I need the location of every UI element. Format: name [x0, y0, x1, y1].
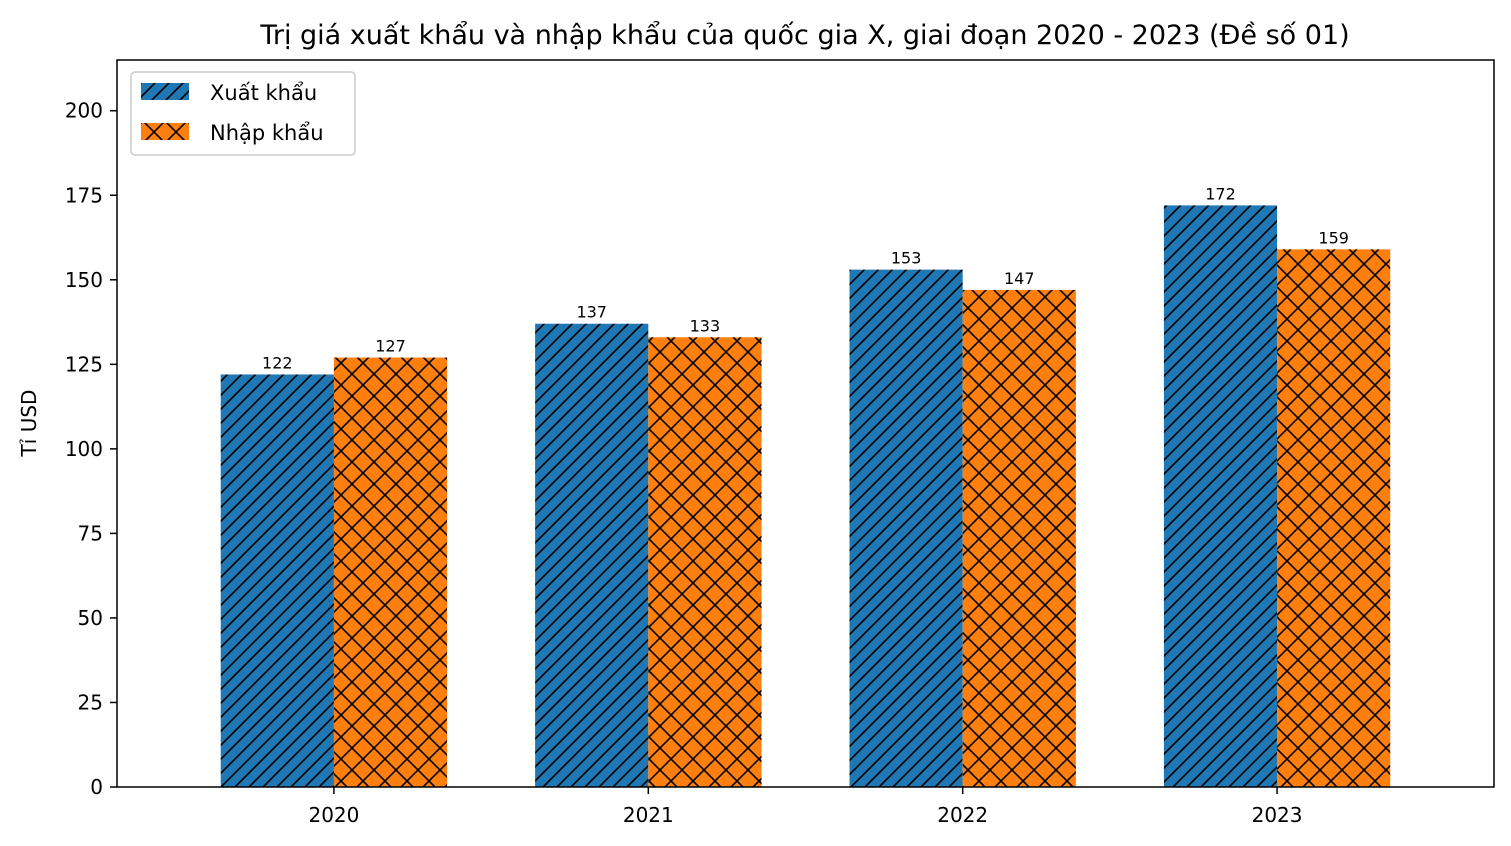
data-label-xuat-khau-2020: 122	[262, 353, 293, 372]
legend-label-xuat-khau: Xuất khẩu	[210, 81, 317, 105]
bar-xuat-khau-2023	[1163, 205, 1278, 787]
y-tick-label: 125	[65, 352, 103, 376]
y-tick-label: 175	[65, 183, 103, 207]
y-tick-label: 50	[78, 606, 103, 630]
y-axis-label: Tỉ USD	[17, 390, 41, 458]
y-tick-label: 25	[78, 690, 103, 714]
bars-layer	[220, 205, 1391, 788]
legend-label-nhap-khau: Nhập khẩu	[210, 121, 324, 145]
y-tick-label: 0	[90, 775, 103, 799]
data-label-xuat-khau-2021: 137	[576, 303, 607, 322]
bar-xuat-khau-2021	[535, 323, 649, 787]
chart-title: Trị giá xuất khẩu và nhập khẩu của quốc …	[259, 20, 1349, 51]
bar-nhap-khau-2020	[333, 357, 448, 787]
x-tick-label: 2021	[623, 803, 674, 827]
bar-nhap-khau-2023	[1277, 249, 1391, 787]
y-tick-label: 150	[65, 268, 103, 292]
data-label-nhap-khau-2020: 127	[375, 337, 406, 356]
legend-swatch-nhap-khau	[141, 123, 189, 140]
x-tick-label: 2022	[937, 803, 988, 827]
data-label-nhap-khau-2023: 159	[1318, 228, 1349, 247]
data-label-nhap-khau-2022: 147	[1004, 269, 1035, 288]
x-tick-label: 2023	[1252, 803, 1303, 827]
data-labels-layer: 122 127 137 133 153 147 172 159	[262, 184, 1349, 372]
plot-frame	[116, 59, 1495, 788]
y-tick-label: 200	[65, 99, 103, 123]
data-label-xuat-khau-2023: 172	[1205, 184, 1236, 203]
bar-nhap-khau-2022	[962, 289, 1076, 787]
y-axis: 0 25 50 75 100 125 150 175 200	[65, 99, 117, 799]
legend: Xuất khẩu Nhập khẩu	[130, 71, 356, 156]
data-label-xuat-khau-2022: 153	[891, 249, 922, 268]
data-label-nhap-khau-2021: 133	[690, 316, 721, 335]
x-axis: 2020 2021 2022 2023	[308, 787, 1303, 827]
y-tick-label: 100	[65, 437, 103, 461]
x-tick-label: 2020	[308, 803, 359, 827]
y-tick-label: 75	[78, 521, 103, 545]
bar-nhap-khau-2021	[648, 337, 762, 787]
bar-xuat-khau-2020	[220, 374, 334, 787]
bar-xuat-khau-2022	[849, 269, 963, 788]
legend-swatch-xuat-khau	[141, 83, 189, 100]
